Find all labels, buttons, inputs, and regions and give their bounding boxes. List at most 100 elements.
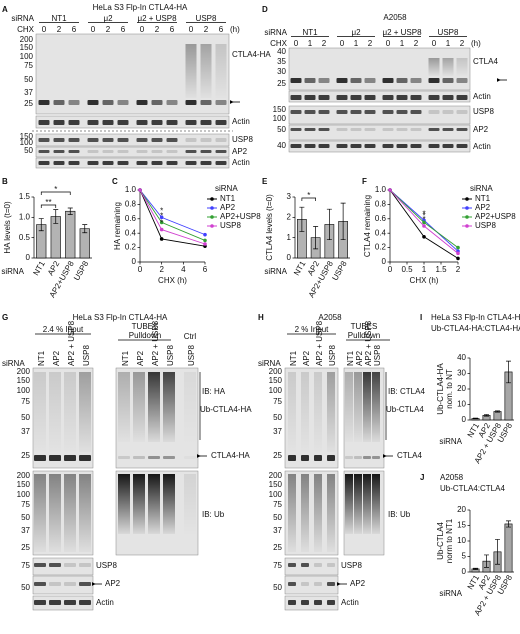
band [117,120,129,125]
x-axis-label: CHX (h) [410,276,439,285]
blot [288,105,471,125]
error-bar [299,206,305,232]
error-bar [484,554,489,568]
point [159,237,164,241]
smear [118,372,130,442]
lane-label: USP8 [373,345,382,366]
band [301,563,309,567]
mw-marker: 40 [277,141,286,150]
band-label: AP2 [232,147,248,156]
mw-marker: 50 [24,75,33,84]
band [442,95,454,100]
bar [65,210,76,259]
band-label: Actin [473,92,491,101]
blot-label: Actin [341,598,359,607]
band [34,455,46,461]
mw-marker: 75 [21,561,30,570]
label: siRNA [11,14,34,23]
smear [184,474,196,534]
legend-marker [465,197,469,201]
mw-marker: 50 [21,583,30,592]
lane-label: AP2 [136,350,145,366]
y-tick-label: 20 [457,505,466,514]
blot-label: Ub-CTLA4 [386,405,424,414]
band [350,128,362,131]
lane-label: 2 [106,25,111,34]
legend-label: USP8 [475,221,496,230]
error-bar [484,414,489,417]
mw-marker: 100 [20,52,34,61]
band [327,563,335,567]
band [336,110,348,114]
band [364,128,376,131]
band-label: CTLA4-HA [232,50,271,59]
significance: ** [45,198,51,207]
mw-marker: 75 [24,61,33,70]
y-tick-label: 0 [26,253,31,262]
band [396,144,408,148]
band [215,161,227,165]
panel-letter: H [258,313,264,322]
band [34,600,46,605]
x-tick-label: 4 [181,265,186,274]
legend-marker [465,215,469,219]
lane-label: 1 [308,39,313,48]
panel-letter: D [262,5,268,14]
lane-label: AP2 + USP8 [67,320,76,366]
cell-line: A2058 [383,13,407,22]
band [117,150,129,153]
group-label: μ2 [103,14,113,23]
blot [288,140,471,153]
blot [288,90,471,103]
mw-marker: 37 [273,427,282,436]
band-label: Actin [232,158,250,167]
band [200,138,212,142]
band [49,563,61,567]
band [185,120,197,125]
x-tick-label: 6 [203,265,208,274]
point [456,251,460,256]
band [79,600,91,605]
y-tick-label: 1.0 [375,185,387,194]
label: 2 % Input [295,325,330,334]
label: Ctrl [184,332,197,341]
significance: * [422,212,425,221]
x-tick-label: 0.5 [401,265,413,274]
band [200,100,212,105]
band [396,95,408,100]
band [166,138,178,142]
band [288,455,296,461]
lane-label: 0 [91,25,96,34]
mw-marker: 50 [273,413,282,422]
band [200,161,212,165]
band [382,78,394,83]
smear [442,58,454,76]
sirna: siRNA [258,359,281,368]
mw-marker: 200 [269,471,283,480]
smear [288,474,296,552]
mw-marker: 37 [273,526,282,535]
significance-bracket [40,191,71,195]
band [382,95,394,100]
blot-label: AP2 [105,579,121,588]
band [136,120,148,125]
smear [354,474,362,534]
panel-letter: B [2,177,8,186]
y-tick-label: 0.6 [125,214,137,223]
band [87,138,99,142]
band-label: Actin [232,117,250,126]
lane-label: NT1 [37,350,46,366]
y-tick-label: 0 [462,567,467,576]
band [87,120,99,125]
band [64,563,76,567]
band [290,128,302,131]
panel-letter: J [420,473,424,482]
blot-label: IB: CTLA4 [388,387,425,396]
y-tick-label: 5 [462,552,467,561]
band [410,144,422,148]
band-label: Actin [473,142,491,151]
group-label: μ2 + USP8 [137,14,177,23]
lane-label: NT1 [346,350,355,366]
band [64,455,76,461]
